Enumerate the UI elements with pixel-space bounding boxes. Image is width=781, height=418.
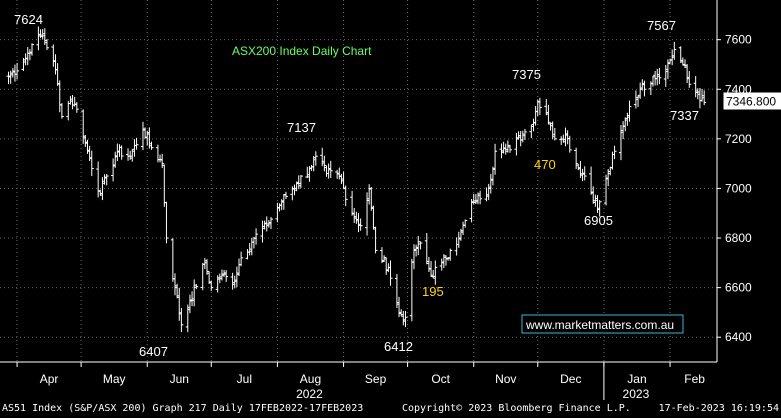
y-tick-label: 6600 bbox=[725, 281, 752, 295]
x-month-label: May bbox=[103, 372, 126, 386]
y-tick-label: 7600 bbox=[725, 33, 752, 47]
x-month-label: Jan bbox=[627, 372, 646, 386]
y-tick-label: 6400 bbox=[725, 330, 752, 344]
annotation-label: 470 bbox=[534, 157, 556, 172]
chart-footer: AS51 Index (S&P/ASX 200) Graph 217 Daily… bbox=[0, 400, 781, 418]
y-tick-label: 6800 bbox=[725, 231, 752, 245]
last-price-label: 7346.800 bbox=[726, 95, 776, 109]
x-month-label: Sep bbox=[365, 372, 387, 386]
x-month-label: Aug bbox=[300, 372, 321, 386]
x-month-label: Apr bbox=[40, 372, 59, 386]
y-tick-label: 7200 bbox=[725, 132, 752, 146]
chart-annotations: 7624 6407 7137 6412 195 7375 470 6905 7567 7337 bbox=[14, 12, 699, 359]
last-price-badge: 7346.800 bbox=[723, 92, 781, 110]
x-month-label: Dec bbox=[560, 372, 581, 386]
annotation-label: 7137 bbox=[287, 120, 316, 135]
x-year-label: 2023 bbox=[623, 387, 650, 401]
annotation-label: 6905 bbox=[584, 213, 613, 228]
annotation-label: 7337 bbox=[670, 108, 699, 123]
annotation-label: 6412 bbox=[384, 339, 413, 354]
price-bars bbox=[6, 26, 707, 333]
x-month-label: Jun bbox=[170, 372, 189, 386]
footer-timestamp: 17-Feb-2023 16:19:54 bbox=[658, 403, 779, 414]
x-month-label: Feb bbox=[684, 372, 705, 386]
x-month-label: Oct bbox=[431, 372, 450, 386]
y-tick-label: 7000 bbox=[725, 181, 752, 195]
chart-gridlines bbox=[0, 0, 717, 362]
annotation-label: 7624 bbox=[14, 12, 43, 27]
footer-copyright: Copyright© 2023 Bloomberg Finance L.P. bbox=[402, 403, 631, 414]
x-month-label: Nov bbox=[495, 372, 516, 386]
annotation-label: 7567 bbox=[647, 18, 676, 33]
annotation-label: 7375 bbox=[512, 67, 541, 82]
annotation-label: 6407 bbox=[139, 344, 168, 359]
chart-title: ASX200 Index Daily Chart bbox=[232, 44, 372, 58]
annotation-label: 195 bbox=[422, 284, 444, 299]
watermark-text: www.marketmatters.com.au bbox=[525, 318, 674, 332]
watermark: www.marketmatters.com.au bbox=[521, 314, 684, 334]
x-year-label: 2022 bbox=[296, 387, 323, 401]
footer-security-info: AS51 Index (S&P/ASX 200) Graph 217 Daily… bbox=[2, 403, 364, 414]
x-month-label: Jul bbox=[237, 372, 252, 386]
